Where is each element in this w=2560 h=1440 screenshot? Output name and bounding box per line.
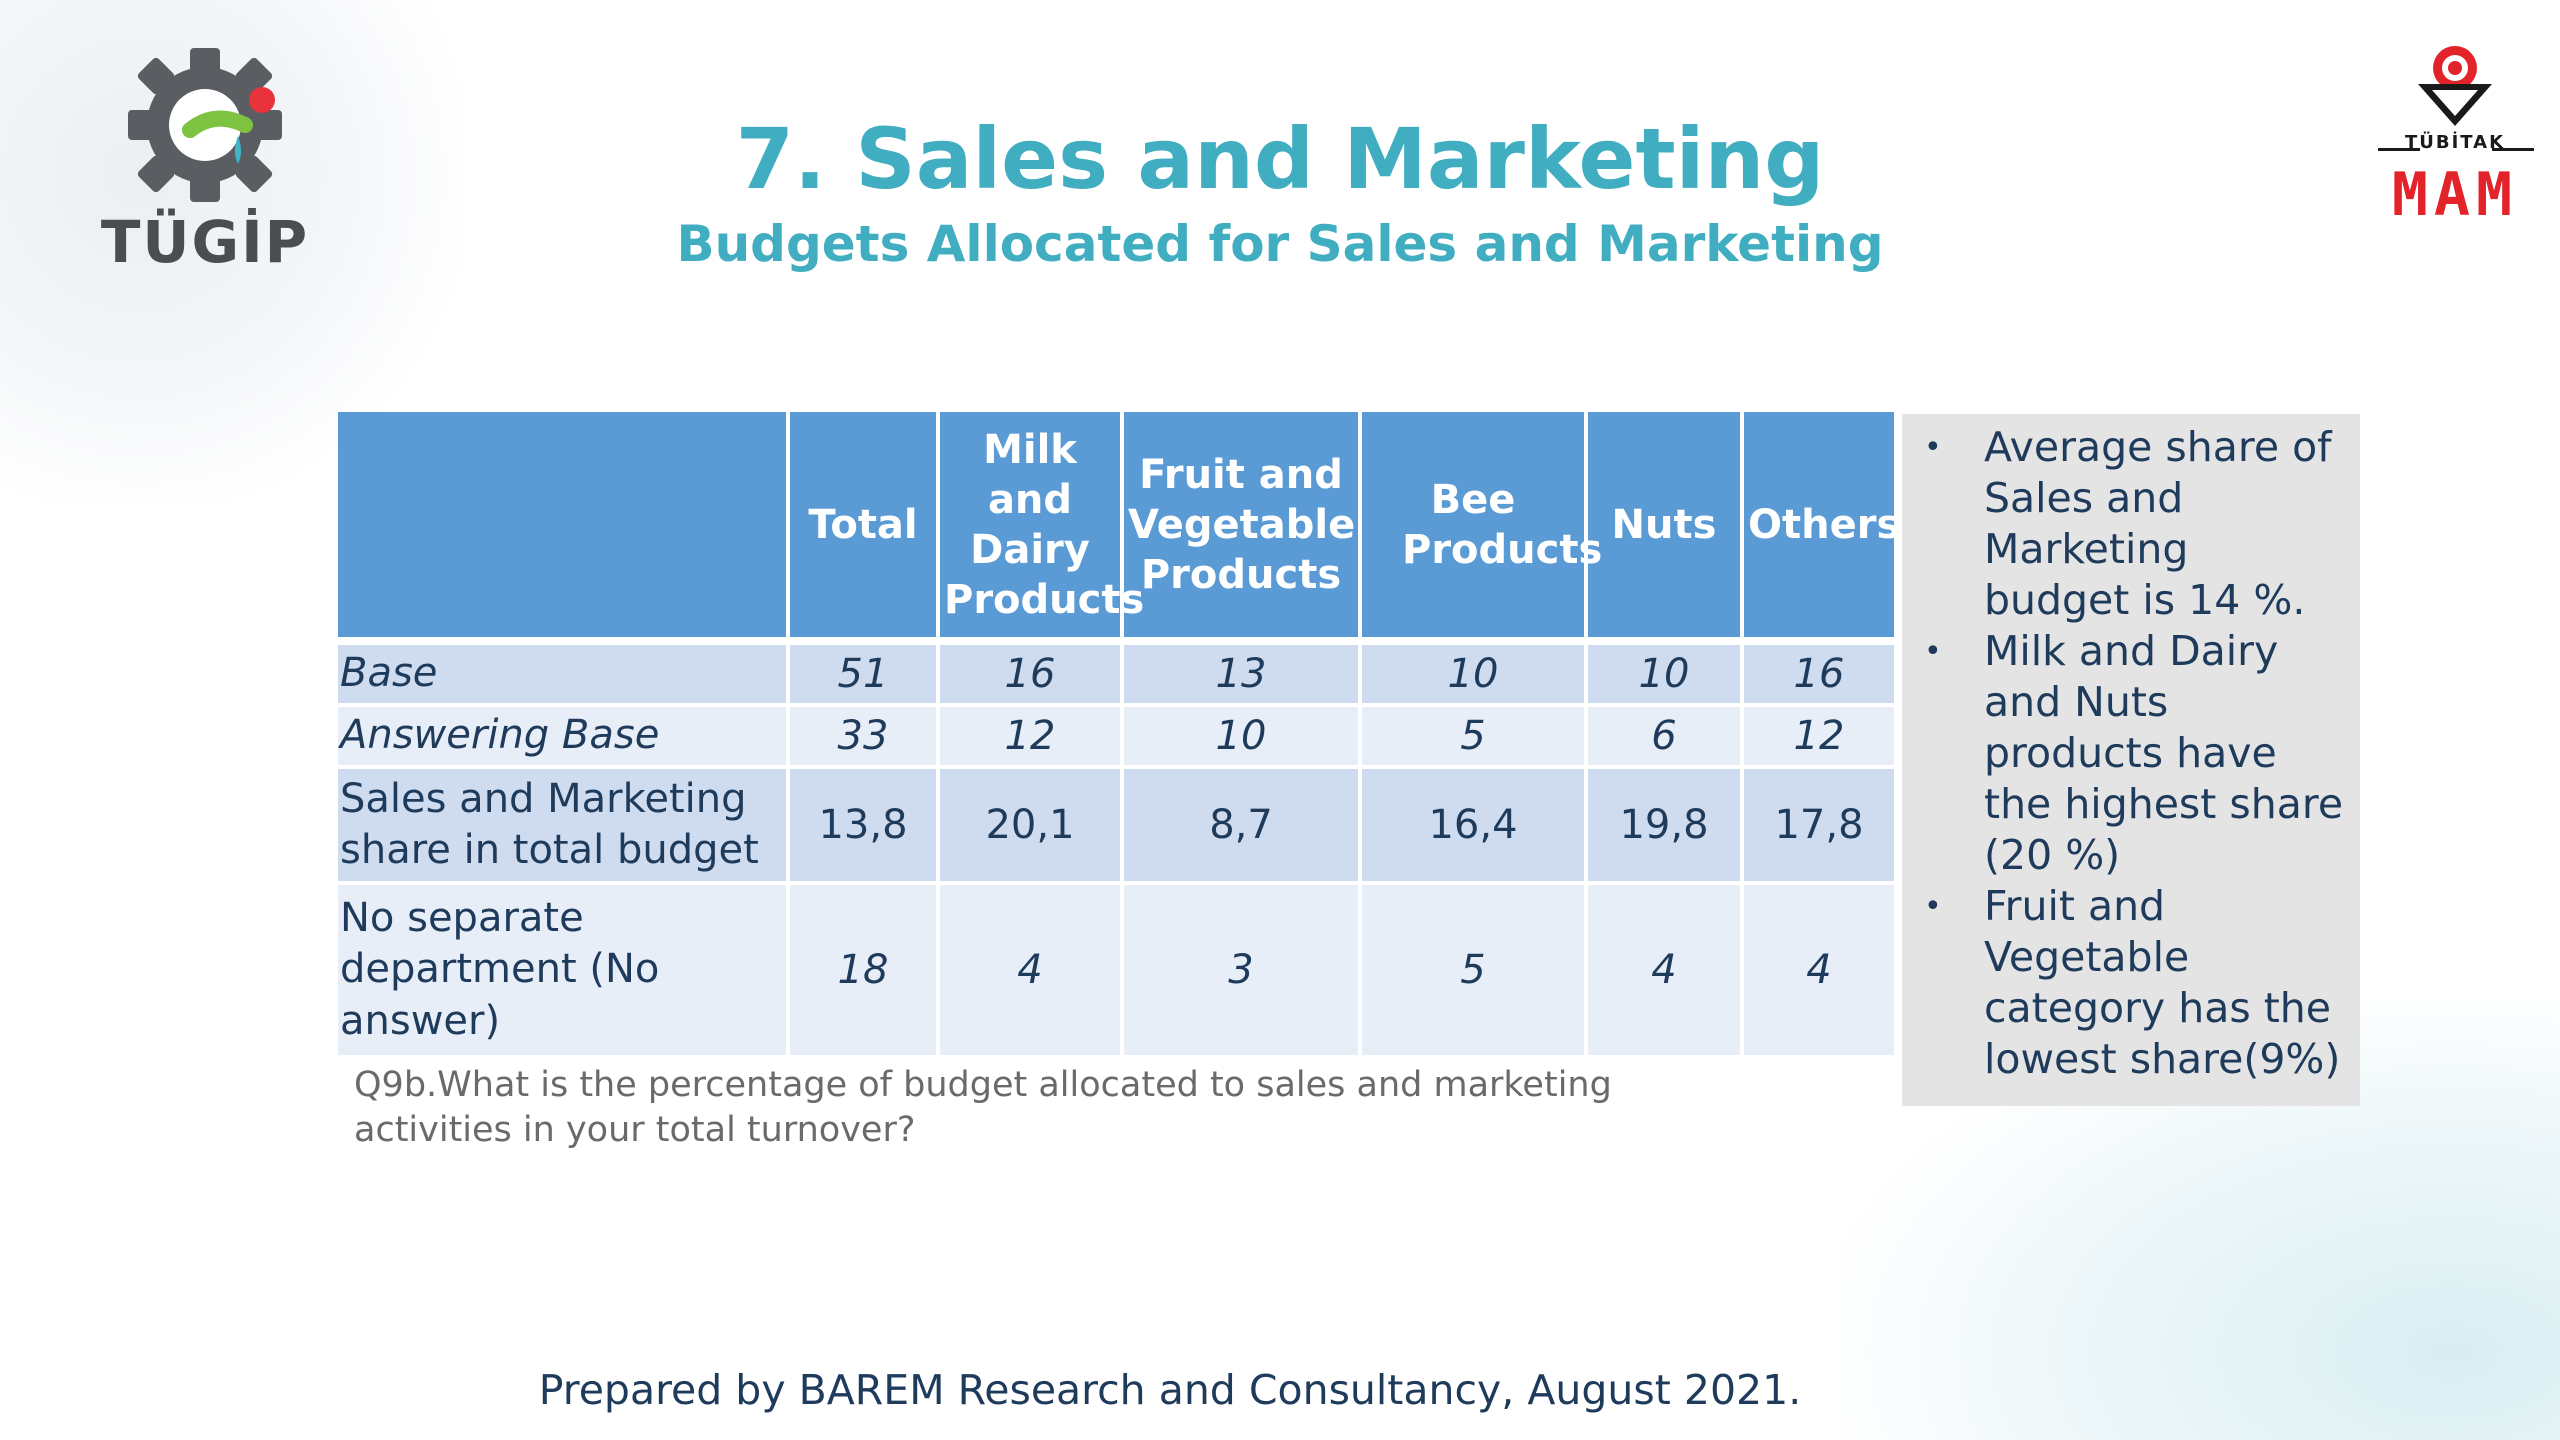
table-cell: 51 [786,639,938,705]
header-cell-milk-dairy: Milk and Dairy Products [936,412,1144,641]
table-cell: 13,8 [786,765,938,883]
table-cell: 16,4 [1358,765,1586,883]
tubitak-emblem-icon [2418,46,2492,126]
bullet-icon: • [1924,634,1942,669]
tugip-logo: TÜGİP [90,40,320,285]
table-cell: 5 [1358,703,1586,767]
gear-icon [128,48,282,202]
summary-text: Fruit and Vegetable category has the low… [1984,882,2341,1083]
summary-text: Milk and Dairy and Nuts products have th… [1984,627,2344,879]
table-cell: 13 [1120,639,1360,705]
row-label-answering-base: Answering Base [338,703,788,767]
bullet-icon: • [1924,889,1942,924]
header-cell-fruit-vegetable: Fruit and Vegetable Products [1120,412,1360,641]
table-cell: 5 [1358,881,1586,1055]
table-cell: 16 [936,639,1122,705]
tugip-wordmark: TÜGİP [100,208,310,276]
footer-credit: Prepared by BAREM Research and Consultan… [538,1366,1802,1414]
table-cell: 12 [1740,703,1894,767]
logo-rule-right [2492,148,2534,151]
table-cell: 18 [786,881,938,1055]
budget-table: Total Milk and Dairy Products Fruit and … [338,412,1900,1055]
table-cell: 33 [786,703,938,767]
table-cell: 10 [1120,703,1360,767]
header-cell-total: Total [786,412,938,641]
slide-subtitle: Budgets Allocated for Sales and Marketin… [676,215,1884,273]
row-label-sales-marketing-share: Sales and Marketing share in total budge… [338,765,788,883]
table-cell: 16 [1740,639,1894,705]
mam-label: MAM [2391,160,2519,230]
table-row: Sales and Marketing share in total budge… [338,765,1894,883]
table-cell: 20,1 [936,765,1122,883]
table-cell: 4 [1584,881,1742,1055]
table-cell: 10 [1358,639,1586,705]
table-row: Answering Base 33 12 10 5 6 12 [338,703,1894,767]
summary-list: • Average share of Sales and Marketing bu… [1902,422,2346,1085]
summary-bullet: • Fruit and Vegetable category has the lo… [1902,881,2346,1085]
table-header-row: Total Milk and Dairy Products Fruit and … [338,412,1900,641]
header-cell-nuts: Nuts [1584,412,1742,641]
table-row: Base 51 16 13 10 10 16 [338,639,1894,705]
tubitak-label: TÜBİTAK [2404,132,2506,153]
header-cell-bee-products: Bee Products [1358,412,1602,641]
summary-bullet: • Milk and Dairy and Nuts products have t… [1902,626,2346,881]
header-cell-others: Others [1740,412,1900,641]
table-cell: 3 [1120,881,1360,1055]
row-label-base: Base [338,639,788,705]
table-row: No separate department (No answer) 18 4 … [338,881,1894,1055]
summary-bullet: • Average share of Sales and Marketing bu… [1902,422,2346,626]
header-cell-empty [338,412,788,641]
table-cell: 8,7 [1120,765,1360,883]
table-cell: 17,8 [1740,765,1894,883]
summary-text: Average share of Sales and Marketing bud… [1984,423,2332,624]
table-cell: 4 [1740,881,1894,1055]
table-cell: 6 [1584,703,1742,767]
summary-box: • Average share of Sales and Marketing bu… [1902,414,2360,1106]
bullet-icon: • [1924,430,1942,465]
table-cell: 12 [936,703,1122,767]
question-note: Q9b.What is the percentage of budget all… [354,1065,1612,1150]
tubitak-mam-logo: TÜBİTAK MAM [2370,40,2540,240]
table-cell: 4 [936,881,1122,1055]
slide-title: 7. Sales and Marketing [735,110,1825,208]
table-cell: 10 [1584,639,1742,705]
row-label-no-separate-department: No separate department (No answer) [338,881,788,1055]
table-cell: 19,8 [1584,765,1742,883]
logo-rule-left [2378,148,2420,151]
